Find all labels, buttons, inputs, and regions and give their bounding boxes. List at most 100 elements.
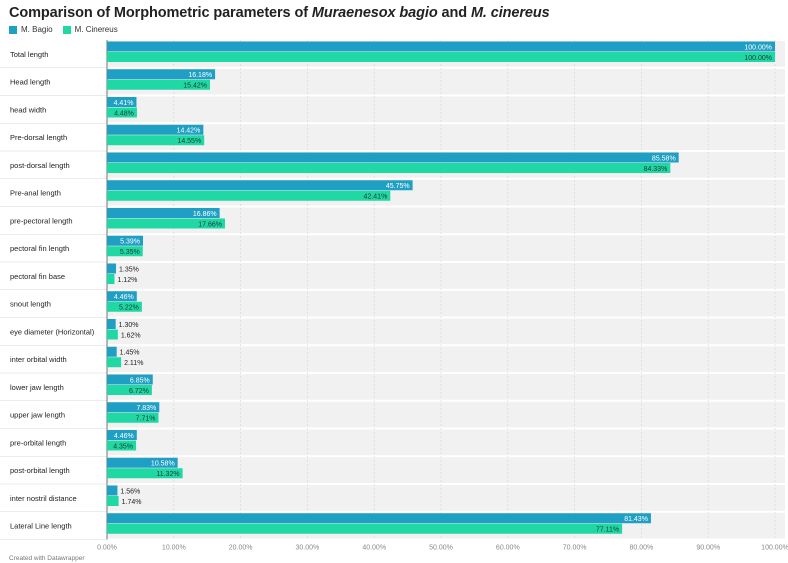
bar-cinereus <box>107 301 142 312</box>
title-mid: and <box>437 5 471 21</box>
data-label-bagio: 100.00% <box>744 44 772 51</box>
bar-cinereus <box>107 107 137 118</box>
footer-credit: Created with Datawrapper <box>9 555 85 562</box>
category-label: upper jaw length <box>10 411 65 420</box>
bar-cinereus <box>107 218 225 229</box>
bar-bagio <box>107 208 220 218</box>
title-species-bagio: Muraenesox bagio <box>311 5 438 21</box>
bar-cinereus <box>107 79 211 90</box>
category-label: inter orbital width <box>10 355 67 364</box>
legend-swatch-bagio <box>9 25 17 34</box>
bar-cinereus <box>107 357 122 368</box>
legend: M. Bagio M. Cinereus <box>9 25 128 34</box>
row-band <box>107 124 785 150</box>
legend-label-bagio: M. Bagio <box>21 25 53 34</box>
data-label-cinereus: 17.66% <box>198 221 222 228</box>
bar-bagio <box>107 69 216 80</box>
bar-bagio <box>107 97 137 107</box>
data-label-cinereus: 14.55% <box>177 138 201 145</box>
bar-cinereus <box>107 385 152 395</box>
data-label-bagio: 7.83% <box>136 405 156 412</box>
bar-bagio <box>107 152 679 163</box>
bar-bagio <box>107 402 160 413</box>
data-label-bagio: 85.58% <box>652 155 676 162</box>
data-label-cinereus: 5.35% <box>120 249 140 256</box>
bar-cinereus <box>107 52 775 62</box>
bar-cinereus <box>107 135 205 146</box>
row-band <box>107 401 785 428</box>
bar-bagio <box>107 513 651 524</box>
bar-cinereus <box>107 163 671 173</box>
bar-cinereus <box>107 329 118 340</box>
category-label: snout length <box>10 300 51 309</box>
bar-bagio <box>107 180 413 191</box>
data-label-bagio: 16.86% <box>193 211 217 218</box>
bar-bagio <box>107 346 117 357</box>
x-tick-label: 0.00% <box>97 545 117 552</box>
bar-bagio <box>107 263 117 274</box>
data-label-cinereus: 84.33% <box>644 166 668 173</box>
row-band <box>107 429 785 456</box>
x-tick-label: 50.00% <box>429 545 453 552</box>
category-label: Lateral Line length <box>10 522 72 531</box>
data-label-bagio: 5.39% <box>120 239 140 246</box>
data-label-cinereus: 77.11% <box>596 527 619 534</box>
x-tick-label: 70.00% <box>563 545 587 552</box>
category-label: inter nostril distance <box>10 494 77 503</box>
row-band <box>107 68 785 95</box>
row-band <box>107 235 785 261</box>
data-label-bagio: 16.18% <box>188 72 212 79</box>
data-label-cinereus: 1.74% <box>122 499 142 506</box>
row-band <box>107 457 785 483</box>
bar-bagio <box>107 235 144 246</box>
data-label-bagio: 1.30% <box>119 322 139 329</box>
title-prefix: Comparison of Morphometric parameters of <box>9 5 312 21</box>
category-label: lower jaw length <box>10 383 64 392</box>
bar-cinereus <box>107 468 183 479</box>
data-label-bagio: 45.75% <box>386 183 410 190</box>
category-label: Pre-dorsal length <box>10 133 67 142</box>
data-label-cinereus: 42.41% <box>364 194 388 201</box>
data-label-bagio: 10.58% <box>151 461 175 468</box>
legend-label-cinereus: M. Cinereus <box>74 25 118 34</box>
category-label: eye diameter (Horizontal) <box>10 327 95 336</box>
x-tick-label: 20.00% <box>229 545 253 552</box>
data-label-cinereus: 6.72% <box>129 388 149 395</box>
bar-cinereus <box>107 523 623 534</box>
category-label: post-dorsal length <box>10 161 70 170</box>
bar-cinereus <box>107 190 391 201</box>
data-label-bagio: 6.85% <box>130 377 150 384</box>
chart-title: Comparison of Morphometric parameters of… <box>9 5 550 21</box>
row-band <box>107 263 785 289</box>
category-label: pectoral fin length <box>10 244 69 253</box>
bar-bagio <box>107 457 178 468</box>
data-label-bagio: 1.56% <box>120 488 140 495</box>
data-label-bagio: 14.42% <box>177 128 201 135</box>
bar-cinereus <box>107 412 159 423</box>
category-label: Pre-anal length <box>10 189 61 198</box>
data-label-cinereus: 100.00% <box>744 55 772 62</box>
x-tick-label: 90.00% <box>696 545 720 552</box>
legend-item-bagio: M. Bagio <box>9 25 53 34</box>
data-label-bagio: 1.35% <box>119 266 139 273</box>
data-label-cinereus: 7.71% <box>136 416 156 423</box>
data-label-cinereus: 4.48% <box>114 110 134 117</box>
bar-bagio <box>107 374 153 385</box>
bar-bagio <box>107 41 775 52</box>
x-tick-label: 60.00% <box>496 545 520 552</box>
data-label-cinereus: 2.11% <box>124 360 143 367</box>
bar-bagio <box>107 485 118 496</box>
bar-cinereus <box>107 440 137 451</box>
row-band <box>107 346 785 372</box>
category-label: pre-pectoral length <box>10 216 73 225</box>
row-band <box>107 290 785 317</box>
x-tick-label: 100.00% <box>761 545 788 552</box>
bar-cinereus <box>107 274 115 284</box>
data-label-bagio: 4.46% <box>114 433 134 440</box>
data-label-cinereus: 11.32% <box>156 471 179 478</box>
bar-bagio <box>107 124 204 135</box>
category-label: Total length <box>10 50 48 59</box>
category-label: Head length <box>10 78 50 87</box>
category-label: pectoral fin base <box>10 272 65 281</box>
